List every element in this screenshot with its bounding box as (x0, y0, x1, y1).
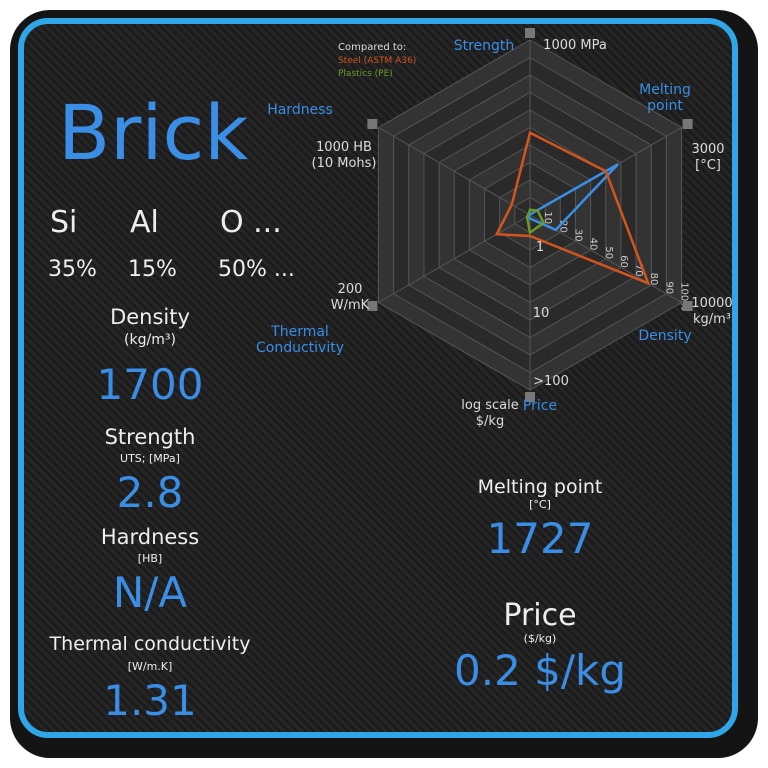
axis-label: Density (638, 328, 692, 344)
price-scale-label: log scale $/kg (461, 398, 519, 429)
property-value: 2.8 (116, 468, 184, 517)
property-name: Thermal conductivity (49, 633, 251, 655)
series-polygon (526, 163, 619, 232)
element-fraction: 15% (128, 257, 177, 282)
property-unit: [W/m.K] (127, 660, 173, 673)
series-polygon (494, 130, 651, 286)
property-name: Melting point (477, 476, 603, 498)
axis-scale-label: 10000 kg/m³ (691, 296, 733, 327)
property-unit: [°C] (529, 498, 551, 511)
axis-scale-label: 1000 MPa (543, 38, 607, 53)
axis-marker (682, 119, 693, 129)
property-unit: ($/kg) (523, 632, 557, 645)
axis-label: Melting point (639, 82, 691, 114)
price-tick: 1 (535, 240, 545, 255)
axis-marker (525, 392, 535, 402)
r-tick-label: 10 (542, 211, 553, 224)
axis-marker (367, 301, 378, 311)
axis-label: Price (522, 398, 558, 414)
legend-title: Compared to: (338, 42, 407, 53)
element-symbol: Si (50, 205, 78, 240)
axis-scale-label: >100 (533, 374, 569, 389)
property-value: 0.2 $/kg (454, 646, 626, 695)
axis-label: Hardness (267, 102, 333, 118)
axis-scale-label: 3000 [°C] (691, 142, 725, 173)
element-symbol: O ... (220, 205, 282, 240)
property-value: N/A (112, 568, 188, 617)
r-tick-label: 70 (633, 264, 644, 277)
r-tick-label: 90 (663, 281, 674, 294)
r-tick-label: 50 (603, 246, 614, 259)
property-unit: (kg/m³) (124, 332, 176, 348)
property-unit: UTS; [MPa] (120, 452, 180, 465)
property-name: Hardness (100, 525, 200, 549)
r-tick-label: 100% (679, 282, 690, 311)
property-value: 1.31 (103, 676, 197, 725)
price-tick: 10 (532, 306, 550, 321)
property-value: 1700 (96, 360, 204, 409)
legend-entry: Steel (ASTM A36) (338, 56, 417, 66)
axis-marker (682, 301, 693, 311)
r-tick-label: 20 (557, 220, 568, 233)
axis-label: Thermal Conductivity (256, 324, 344, 356)
property-name: Density (110, 305, 190, 329)
property-name: Strength (104, 425, 196, 449)
element-symbol: Al (130, 205, 159, 240)
property-value: 1727 (486, 514, 594, 563)
axis-scale-label: 1000 HB (10 Mohs) (311, 140, 377, 171)
r-tick-label: 40 (588, 238, 599, 251)
series-polygon (525, 208, 546, 235)
r-tick-label: 60 (618, 255, 629, 268)
property-unit: [HB] (137, 552, 163, 565)
spoke (378, 214, 531, 303)
title: Brick (58, 88, 249, 177)
axis-scale-label: 200 W/mK (330, 282, 370, 313)
element-fraction: 50% ... (218, 257, 295, 282)
r-tick-label: 80 (648, 273, 659, 286)
legend-entry: Plastics (PE) (338, 69, 393, 79)
element-fraction: 35% (48, 257, 97, 282)
axis-marker (525, 28, 535, 38)
property-name: Price (503, 598, 577, 633)
axis-label: Strength (453, 38, 515, 54)
r-tick-label: 30 (572, 229, 583, 242)
spoke (378, 127, 531, 216)
axis-marker (367, 119, 378, 129)
